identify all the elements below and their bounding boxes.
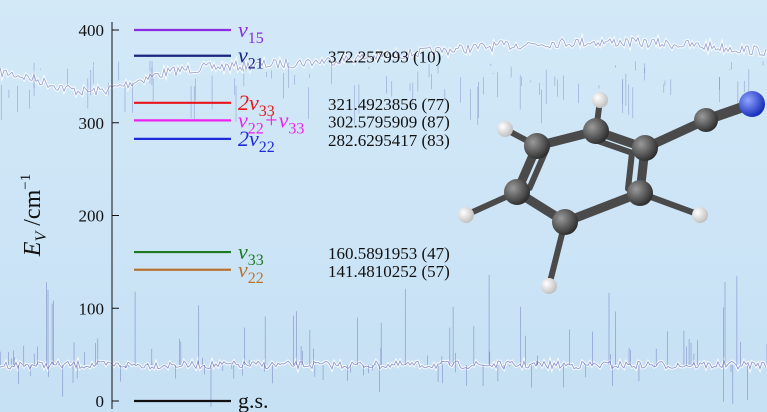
energy-value-label: 160.5891953 (47) xyxy=(328,244,450,263)
y-axis: 0 100 200 300 400 xyxy=(79,21,119,411)
y-tick-label: 300 xyxy=(79,114,105,133)
energy-value-label: 141.4810252 (57) xyxy=(328,262,450,281)
carbon-atom xyxy=(552,209,578,235)
energy-value-label: 321.4923856 (77) xyxy=(328,95,450,114)
carbon-atom xyxy=(627,180,653,206)
energy-level-label: ν33 xyxy=(238,239,264,269)
hydrogen-atom xyxy=(592,92,608,108)
energy-level-label: ν21 xyxy=(238,43,264,73)
ring-bond xyxy=(560,188,645,227)
energy-value-label: 372.257993 (10) xyxy=(328,48,441,67)
y-axis-label: EV /cm−1 xyxy=(18,174,50,257)
carbon-atom xyxy=(524,133,550,159)
molecule-model xyxy=(458,91,765,294)
y-tick-label: 0 xyxy=(96,392,105,411)
energy-level-label: 2ν33 xyxy=(238,90,275,120)
carbon-atom xyxy=(504,179,530,205)
hydrogen-atom xyxy=(458,207,474,223)
carbon-atom xyxy=(694,108,718,132)
energy-level-label: g.s. xyxy=(238,388,269,412)
energy-level-label: ν15 xyxy=(238,17,264,47)
hydrogen-atom xyxy=(497,121,513,137)
energy-value-label: 282.6295417 (83) xyxy=(328,131,450,150)
carbon-atom xyxy=(583,118,609,144)
energy-level-label: ν22+ν33 xyxy=(238,107,304,137)
y-axis-title: EV /cm−1 xyxy=(18,174,50,257)
ring-double-bond xyxy=(625,149,635,192)
energy-level-label: ν22 xyxy=(238,257,264,287)
hydrogen-atom xyxy=(692,207,708,223)
y-tick-label: 400 xyxy=(79,21,105,40)
background-spectra xyxy=(0,32,767,407)
carbon-atom xyxy=(632,135,658,161)
y-tick-label: 100 xyxy=(79,299,105,318)
y-tick-label: 200 xyxy=(79,207,105,226)
nitrogen-atom xyxy=(739,91,765,117)
energy-value-label: 302.5795909 (87) xyxy=(328,112,450,131)
hydrogen-atom xyxy=(541,278,557,294)
energy-level-label: 2ν22 xyxy=(238,126,275,156)
